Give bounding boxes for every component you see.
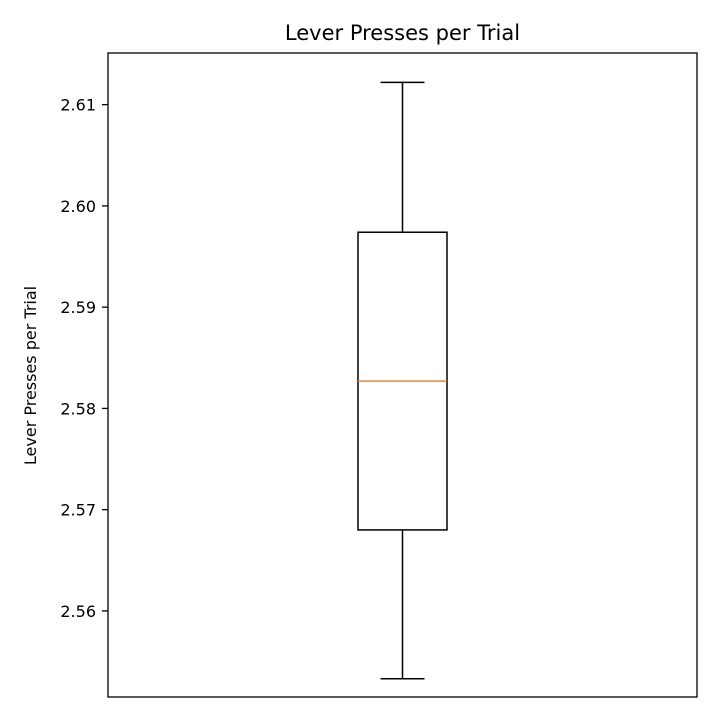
y-tick-label: 2.59 <box>60 298 96 317</box>
y-tick-label: 2.58 <box>60 399 96 418</box>
y-tick-label: 2.60 <box>60 197 96 216</box>
y-axis-ticks: 2.56 2.57 2.58 2.59 2.60 2.61 <box>60 96 108 621</box>
y-axis-label: Lever Presses per Trial <box>21 286 40 465</box>
box-plot <box>357 81 448 680</box>
y-tick-label: 2.57 <box>60 501 96 520</box>
plot-area-frame <box>107 52 698 698</box>
y-tick-label: 2.61 <box>60 96 96 115</box>
chart-title: Lever Presses per Trial <box>285 21 520 45</box>
y-tick-label: 2.56 <box>60 602 96 621</box>
